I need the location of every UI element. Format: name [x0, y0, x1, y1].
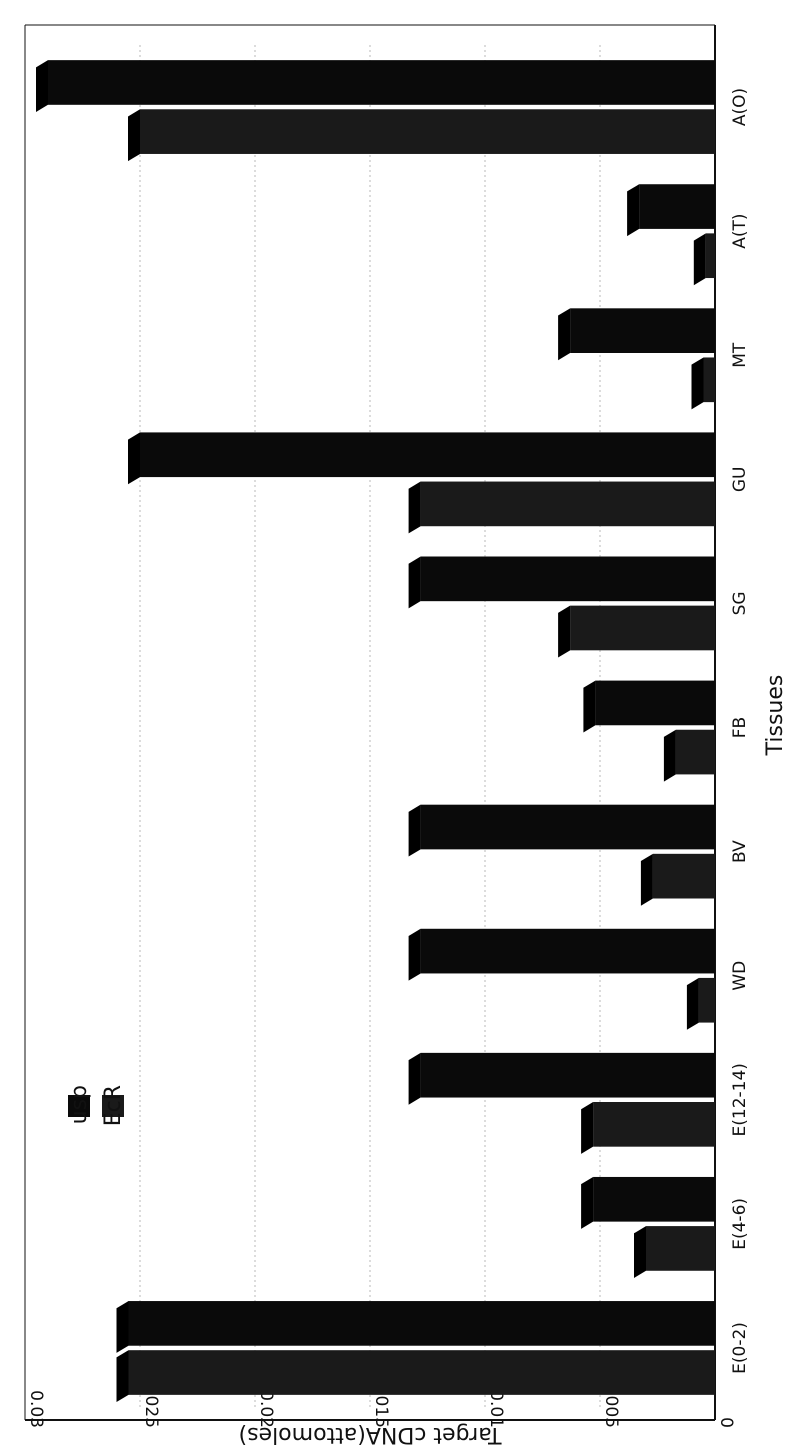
bar-cap	[583, 680, 596, 733]
bar-face	[420, 928, 715, 974]
y-tick-label: 0.02	[256, 1390, 276, 1428]
y-tick-label: 0	[716, 1417, 736, 1428]
bar-cap	[558, 605, 571, 658]
bar-cap	[128, 109, 140, 162]
y-tick-label: 0.03	[26, 1390, 46, 1428]
bar-face	[420, 1052, 715, 1098]
x-tick-label: FB	[730, 717, 750, 738]
bar-EcR	[408, 481, 715, 534]
x-tick-label: E(0-2)	[730, 1322, 750, 1374]
bar-cap	[408, 804, 421, 857]
x-tick-label: BV	[730, 840, 750, 863]
bar-EcR	[663, 729, 715, 782]
bar-EcR	[640, 853, 715, 906]
bar-face	[698, 977, 715, 1023]
bar-face	[595, 680, 715, 726]
bar-face	[570, 308, 715, 353]
bar-face	[570, 605, 715, 651]
bar-EcR	[558, 605, 715, 658]
bar-usp	[408, 1052, 715, 1105]
bar-usp	[408, 804, 715, 857]
bar-face	[675, 729, 715, 775]
legend-label: usp	[67, 1085, 92, 1124]
bar-cap	[36, 60, 48, 113]
bar-face	[705, 233, 715, 279]
bar-cap	[686, 977, 699, 1030]
legend-swatch	[102, 1095, 124, 1117]
bar-EcR	[693, 233, 715, 286]
bar-face	[140, 432, 715, 478]
bar-cap	[408, 928, 421, 981]
bar-cap	[116, 1301, 129, 1353]
bar-cap	[558, 308, 571, 361]
bar-face	[593, 1102, 715, 1147]
bar-usp	[581, 1176, 715, 1229]
bar-face	[128, 1350, 715, 1395]
bar-usp	[408, 928, 715, 981]
bar-face	[420, 804, 715, 850]
bar-face	[420, 481, 715, 527]
bar-cap	[693, 233, 706, 286]
bar-EcR	[128, 109, 715, 162]
bar-cap	[663, 729, 676, 782]
bar-face	[128, 1301, 715, 1346]
x-tick-label: A(T)	[730, 213, 750, 248]
x-tick-label: E(4-6)	[730, 1198, 750, 1250]
bar-usp	[128, 432, 715, 485]
bar-face	[420, 556, 715, 602]
bar-cap	[640, 853, 653, 906]
bar-face	[646, 1226, 715, 1271]
bar-cap	[408, 481, 421, 534]
bar-usp	[627, 184, 715, 237]
y-axis-title: Target cDNA(attomoles)	[239, 1422, 503, 1445]
bar-face	[703, 357, 715, 403]
bar-usp	[36, 60, 715, 113]
x-tick-label: GU	[730, 467, 750, 493]
x-tick-label: SG	[730, 591, 750, 615]
bar-face	[639, 184, 715, 229]
bar-face	[140, 109, 715, 154]
x-tick-label: A(O)	[730, 88, 750, 126]
x-tick-label: E(12-14)	[730, 1063, 750, 1136]
x-tick-label: MT	[730, 342, 750, 368]
bar-face	[652, 853, 715, 899]
bar-cap	[691, 357, 704, 410]
bar-usp	[583, 680, 715, 733]
x-axis-title: Tissues	[763, 675, 788, 757]
bar-usp	[408, 556, 715, 609]
bar-cap	[128, 432, 140, 485]
bar-cap	[408, 1052, 421, 1105]
bar-EcR	[116, 1350, 715, 1403]
legend-label: EcR	[101, 1085, 126, 1126]
bar-cap	[116, 1350, 129, 1403]
bar-cap	[634, 1226, 646, 1278]
bar-usp	[558, 308, 715, 361]
bar-cap	[627, 184, 640, 237]
x-tick-label: WD	[730, 961, 750, 991]
bar-EcR	[691, 357, 715, 410]
legend-swatch	[68, 1095, 90, 1117]
bar-face	[48, 60, 715, 105]
y-tick-label: 0.01	[486, 1390, 506, 1428]
bar-cap	[408, 556, 421, 609]
bar-EcR	[581, 1102, 715, 1154]
bar-EcR	[634, 1226, 715, 1278]
bar-EcR	[686, 977, 715, 1030]
bar-usp	[116, 1301, 715, 1353]
bar-cap	[581, 1102, 594, 1154]
bar-face	[593, 1176, 715, 1222]
bar-cap	[581, 1176, 594, 1229]
